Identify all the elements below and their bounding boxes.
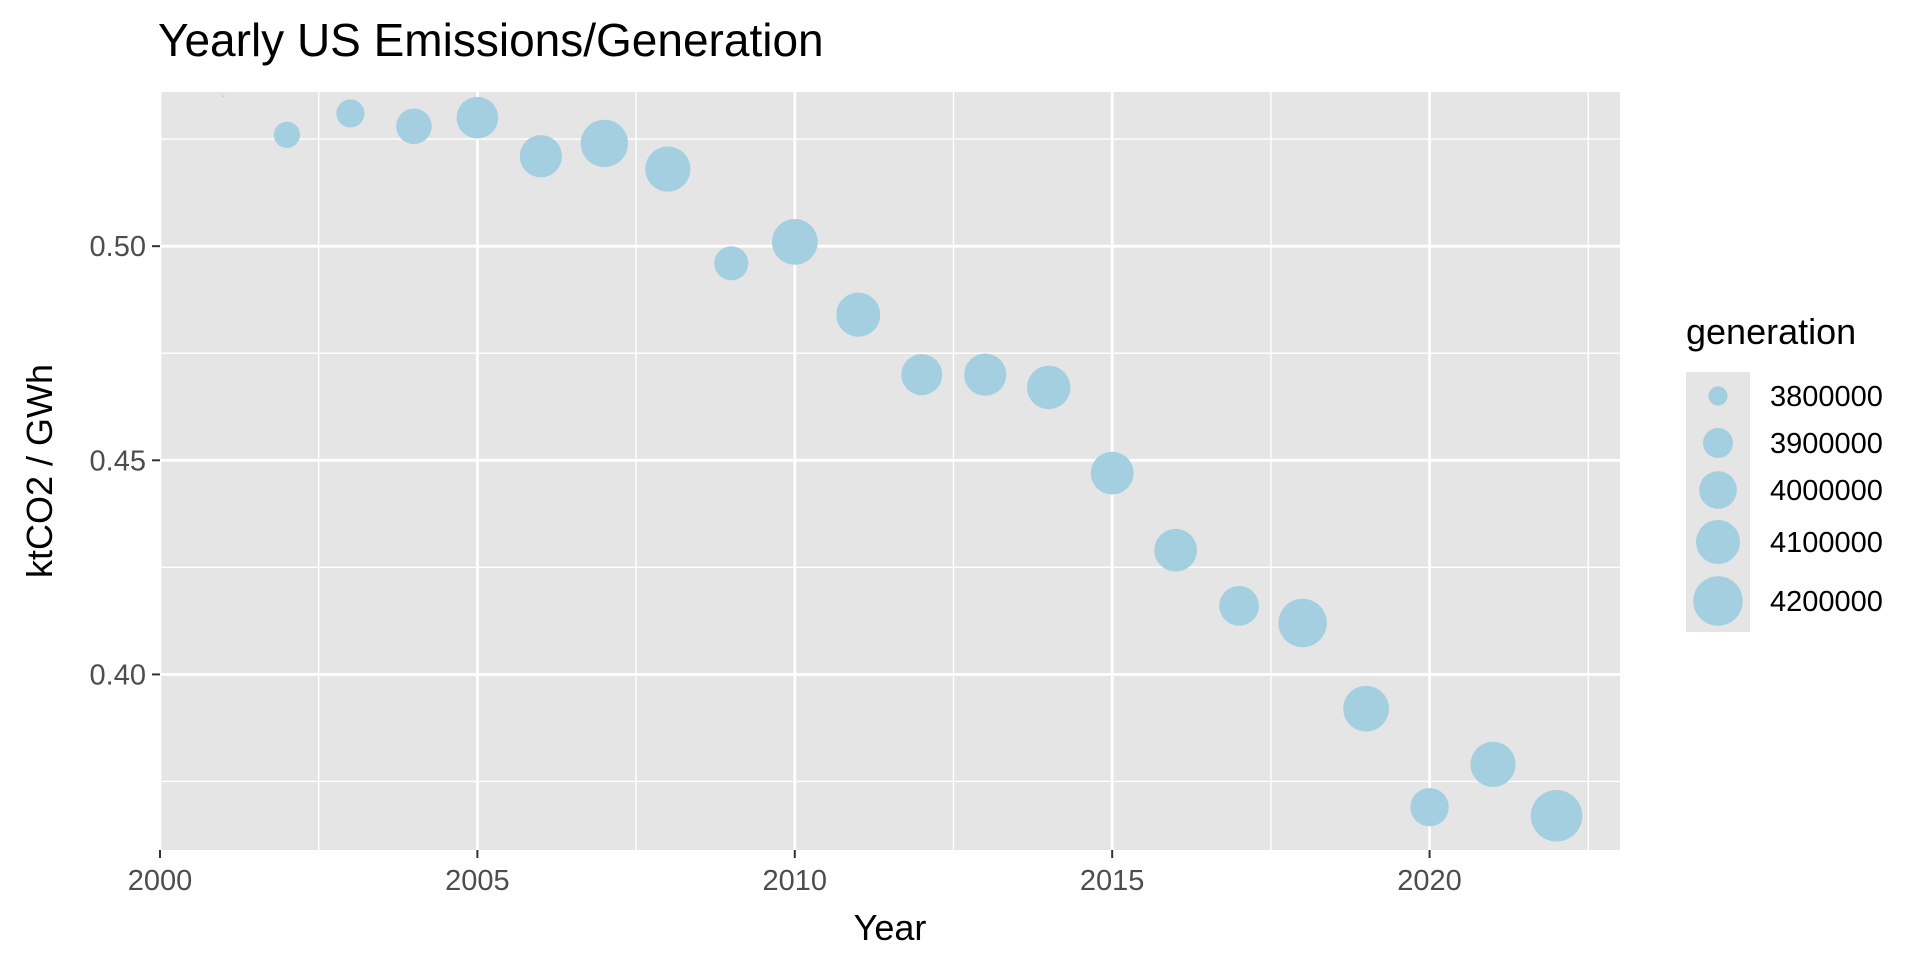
legend-key-circle (1702, 427, 1734, 459)
legend-label: 4000000 (1770, 475, 1883, 507)
y-tick-label: 0.45 (90, 445, 146, 477)
legend-key-circle (1708, 386, 1728, 406)
data-point (1154, 528, 1198, 572)
legend-label: 4200000 (1770, 586, 1883, 618)
y-axis-title: ktCO2 / GWh (19, 364, 60, 578)
legend-label: 3800000 (1770, 381, 1883, 413)
legend-title: generation (1686, 311, 1856, 352)
data-point (396, 108, 432, 145)
data-point (836, 292, 881, 337)
data-point (1219, 586, 1259, 626)
legend-key-circle (1695, 519, 1741, 565)
legend-label: 4100000 (1770, 527, 1883, 559)
y-tick-label: 0.50 (90, 231, 146, 263)
legend: generation 3800000 3900000 4000000 4100000 4… (1686, 311, 1883, 632)
points-layer (222, 95, 1583, 842)
data-point (964, 353, 1007, 396)
x-axis: 2000 2005 2010 2015 2020 (128, 850, 1462, 897)
x-tick-label: 2005 (445, 865, 510, 897)
chart-title: Yearly US Emissions/Generation (158, 14, 824, 66)
data-point (1090, 451, 1134, 495)
y-tick-label: 0.40 (90, 659, 146, 691)
data-point (1470, 741, 1516, 787)
data-point (901, 354, 943, 396)
legend-items: 3800000 3900000 4000000 4100000 4200000 (1693, 381, 1883, 626)
data-point (1278, 598, 1327, 648)
data-point (456, 96, 499, 139)
data-point (336, 99, 365, 128)
data-point (580, 119, 629, 168)
x-tick-label: 2020 (1397, 865, 1462, 897)
data-point (222, 95, 225, 98)
data-point (1530, 789, 1583, 842)
data-point (1026, 365, 1071, 410)
x-tick-label: 2015 (1080, 865, 1145, 897)
data-point (714, 246, 749, 281)
legend-key-circle (1693, 576, 1743, 626)
data-point (273, 121, 301, 148)
x-tick-label: 2010 (763, 865, 828, 897)
legend-key-circle (1699, 471, 1737, 509)
data-point (1410, 787, 1449, 827)
x-axis-title: Year (854, 907, 927, 948)
data-point (519, 135, 562, 178)
data-point (1343, 685, 1389, 732)
plot-panel (160, 92, 1620, 850)
legend-label: 3900000 (1770, 428, 1883, 460)
data-point (771, 219, 818, 265)
data-point (645, 146, 691, 192)
y-axis: 0.40 0.45 0.50 (90, 231, 160, 691)
x-tick-label: 2000 (128, 865, 193, 897)
